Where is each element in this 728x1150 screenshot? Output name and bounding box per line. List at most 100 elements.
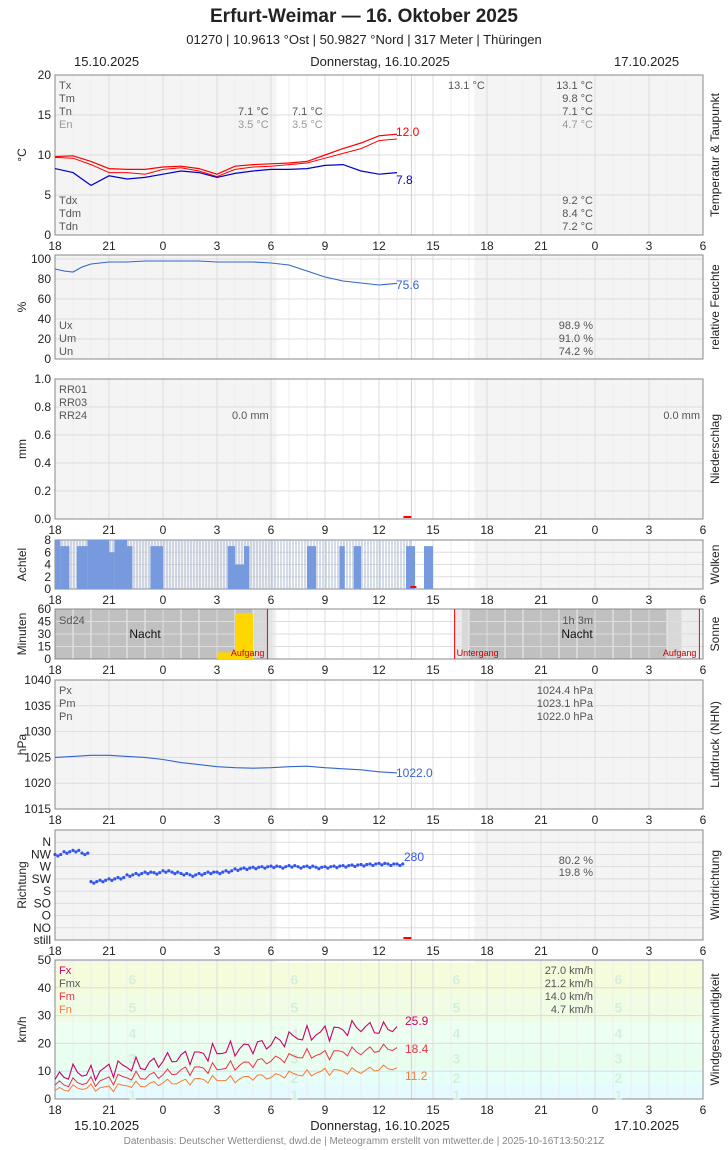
cloud-column — [184, 540, 186, 589]
missing-data-marker — [410, 586, 417, 588]
beaufort-label: 5 — [615, 999, 623, 1015]
line-wind-mean — [54, 1043, 398, 1088]
x-tick-label: 3 — [646, 663, 653, 677]
beaufort-label: 1 — [291, 1087, 299, 1103]
date-left-top: 15.10.2025 — [74, 54, 140, 69]
x-tick-label: 18 — [480, 523, 494, 537]
y-tick-label: 15 — [38, 108, 52, 122]
direction-point — [272, 866, 276, 870]
cloud-column — [298, 540, 300, 589]
direction-point — [314, 865, 318, 869]
stat-value: 1023.1 hPa — [537, 698, 594, 710]
cloud-column — [259, 540, 261, 589]
direction-point — [134, 871, 138, 876]
x-tick-label: 0 — [160, 523, 167, 537]
cloud-column — [394, 540, 396, 589]
x-tick-label: 3 — [214, 944, 221, 958]
x-tick-label: 0 — [160, 813, 167, 827]
y-tick-label: NW — [31, 847, 52, 861]
direction-point — [116, 875, 120, 880]
direction-point — [287, 863, 291, 868]
line-dewpoint — [54, 163, 398, 187]
direction-point — [143, 870, 147, 874]
direction-night-shade — [474, 830, 703, 940]
direction-point — [359, 862, 363, 867]
y-tick-label: 0 — [44, 652, 51, 666]
direction-point — [89, 880, 93, 884]
x-tick-label: 12 — [372, 239, 386, 253]
direction-point — [167, 869, 171, 873]
direction-point — [122, 875, 126, 880]
beaufort-label: 6 — [291, 971, 299, 987]
direction-point — [206, 870, 210, 874]
night-label: Nacht — [129, 627, 161, 641]
x-tick-label: 21 — [534, 663, 548, 677]
pressure-night-shade — [55, 680, 277, 809]
line-wind-gust — [54, 1019, 398, 1082]
stat-value: 9.8 °C — [562, 93, 593, 105]
temperature-frame — [54, 74, 704, 236]
x-tick-label: 0 — [160, 663, 167, 677]
x-tick-label: 0 — [160, 1103, 167, 1117]
direction-point — [53, 852, 57, 857]
cloud-column — [382, 540, 384, 589]
direction-point — [356, 863, 360, 867]
legend-label: Pn — [59, 711, 72, 723]
cloud-column — [253, 540, 255, 589]
beaufort-label: 1 — [615, 1087, 623, 1103]
wind-frame — [54, 959, 704, 1100]
x-tick-label: 6 — [700, 593, 707, 607]
y-tick-label: 45 — [38, 615, 52, 629]
date-left-bottom: 15.10.2025 — [74, 1118, 140, 1133]
direction-point — [218, 871, 222, 876]
y-tick-label: 60 — [38, 602, 52, 616]
x-tick-label: 3 — [646, 523, 653, 537]
cloud-column — [193, 540, 195, 589]
y-tick-label: 0.4 — [34, 456, 51, 470]
station-info: 01270 | 10.9613 °Ost | 50.9827 °Nord | 3… — [186, 32, 542, 47]
beaufort-label: 2 — [615, 1070, 623, 1086]
x-tick-label: 3 — [214, 523, 221, 537]
panel-title: Sonne — [708, 616, 722, 651]
direction-point — [296, 865, 300, 869]
stat-value: 4.7 km/h — [551, 1004, 593, 1016]
x-tick-label: 0 — [592, 1103, 599, 1117]
cloud-column — [367, 540, 369, 589]
direction-point — [278, 865, 282, 869]
y-tick-label: W — [40, 860, 52, 874]
x-tick-label: 6 — [268, 523, 275, 537]
x-tick-label: 3 — [646, 593, 653, 607]
cloud-column — [136, 540, 138, 589]
cloud-bar — [406, 546, 415, 589]
y-tick-label: 0.6 — [34, 428, 51, 442]
sunshine-bar — [235, 613, 253, 659]
x-tick-label: 18 — [48, 813, 62, 827]
direction-point — [332, 864, 336, 868]
cloud-column — [202, 540, 204, 589]
humidity-night-shade — [55, 255, 277, 359]
beaufort-label: 1 — [129, 1087, 137, 1103]
cloud-bar — [109, 552, 115, 589]
direction-point — [257, 865, 261, 869]
direction-point — [233, 867, 237, 871]
direction-point — [371, 863, 375, 868]
beaufort-label: 5 — [453, 999, 461, 1015]
panel-title: Luftdruck (NHN) — [708, 701, 722, 788]
cloud-column — [169, 540, 171, 589]
stat-value: 91.0 % — [559, 333, 593, 345]
panel-title: Wolken — [708, 545, 722, 585]
direction-point — [83, 852, 87, 857]
y-tick-label: 10 — [38, 1064, 52, 1078]
y-axis-label: °C — [15, 148, 29, 162]
x-tick-label: 15 — [426, 813, 440, 827]
direction-point — [329, 865, 333, 869]
direction-point — [392, 862, 396, 866]
x-tick-label: 0 — [592, 813, 599, 827]
pressure-frame — [54, 679, 704, 810]
missing-data-marker — [403, 516, 412, 518]
stat-value: 4.7 °C — [562, 119, 593, 131]
cloud-column — [301, 540, 303, 589]
direction-point — [164, 870, 168, 874]
x-tick-label: 21 — [102, 523, 116, 537]
night-label: Nacht — [561, 627, 593, 641]
